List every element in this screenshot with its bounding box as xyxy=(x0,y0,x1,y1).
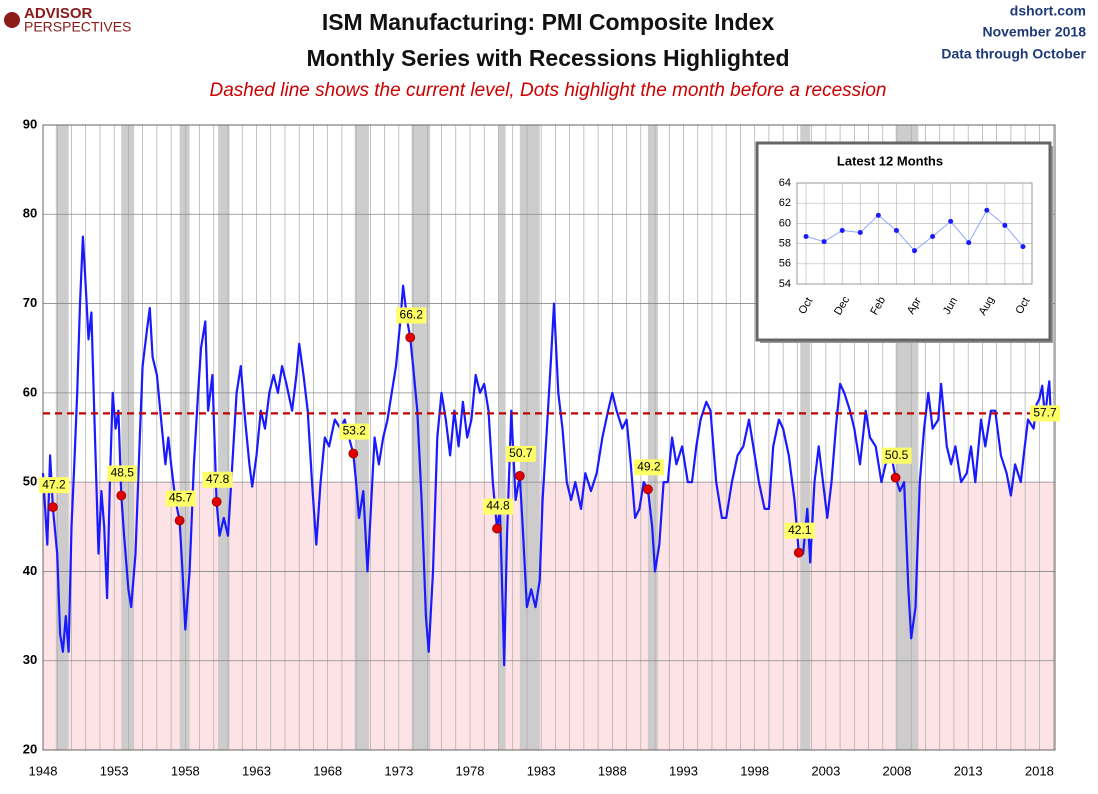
y-tick-label: 70 xyxy=(23,295,37,310)
value-label: 50.7 xyxy=(509,446,533,460)
inset-point xyxy=(875,212,881,218)
value-label-bg xyxy=(165,490,196,507)
value-label-bg xyxy=(38,477,69,494)
source: Data through October xyxy=(941,46,1086,62)
y-tick-label: 64 xyxy=(779,177,791,189)
x-tick-label: 1953 xyxy=(100,763,129,778)
inset-point xyxy=(821,239,827,245)
value-label-bg xyxy=(505,445,536,462)
recession-dot xyxy=(405,332,416,343)
recession-band xyxy=(647,125,658,750)
recession-dot xyxy=(174,515,185,526)
value-label: 47.8 xyxy=(206,472,230,486)
value-label-bg xyxy=(784,522,815,539)
value-label-bg xyxy=(1030,405,1060,422)
x-tick-label: 1993 xyxy=(669,763,698,778)
value-label: 42.1 xyxy=(788,523,812,537)
x-tick-label: 1958 xyxy=(171,763,200,778)
value-label-bg xyxy=(396,307,427,324)
inset-point xyxy=(966,240,972,246)
recession-band xyxy=(121,125,135,750)
value-label-bg xyxy=(107,465,138,482)
recession-dot xyxy=(211,496,222,507)
recession-band xyxy=(179,125,190,750)
x-tick-label: 1978 xyxy=(456,763,485,778)
inset-plot-border xyxy=(796,182,1033,285)
x-tick-label: 1983 xyxy=(527,763,556,778)
chart-title: ISM Manufacturing: PMI Composite Index xyxy=(322,9,775,35)
recession-band xyxy=(55,125,69,750)
y-tick-label: 60 xyxy=(779,217,791,229)
value-label: 44.8 xyxy=(486,499,510,513)
inset-title: Latest 12 Months xyxy=(837,153,943,168)
value-label: 47.2 xyxy=(42,477,66,491)
recession-dot xyxy=(890,472,901,483)
inset-point xyxy=(803,234,809,240)
inset-point xyxy=(930,234,936,240)
recession-band xyxy=(218,125,230,750)
value-label: 45.7 xyxy=(169,491,193,505)
inset-point xyxy=(839,227,845,233)
x-tick-label: 1968 xyxy=(313,763,342,778)
x-tick-label: 1988 xyxy=(598,763,627,778)
y-tick-label: 90 xyxy=(23,116,37,131)
y-tick-label: 54 xyxy=(779,278,791,290)
plot-border xyxy=(42,124,1056,751)
value-label: 49.2 xyxy=(637,459,661,473)
recession-band xyxy=(498,125,506,750)
y-tick-label: 50 xyxy=(23,474,37,489)
source: dshort.com xyxy=(1010,3,1086,19)
value-label-bg xyxy=(202,471,233,488)
current-level-label: 57.7 xyxy=(1033,406,1057,420)
inset-point xyxy=(1002,222,1008,228)
value-label: 48.5 xyxy=(111,466,135,480)
y-tick-label: 30 xyxy=(23,652,37,667)
recession-dot xyxy=(793,547,804,558)
logo-icon xyxy=(4,12,20,28)
contraction-zone xyxy=(43,482,1055,750)
x-tick-label: 1973 xyxy=(384,763,413,778)
recession-dot xyxy=(48,502,58,513)
recession-dot xyxy=(116,490,127,501)
x-tick-label: 2008 xyxy=(883,763,912,778)
y-tick-label: 56 xyxy=(779,258,791,270)
y-tick-label: 40 xyxy=(23,563,37,578)
x-tick-label: 2013 xyxy=(954,763,983,778)
x-tick-label: 1948 xyxy=(29,763,58,778)
logo: ADVISOR xyxy=(24,5,93,22)
recession-band xyxy=(800,125,811,750)
inset-point xyxy=(948,218,954,224)
x-tick-label: 2003 xyxy=(811,763,840,778)
value-label-bg xyxy=(483,498,514,515)
y-tick-label: 60 xyxy=(23,384,37,399)
value-label: 50.5 xyxy=(885,448,909,462)
value-label-bg xyxy=(633,459,664,476)
recession-dot xyxy=(514,470,525,481)
value-label-bg xyxy=(339,423,370,440)
value-label: 66.2 xyxy=(400,308,424,322)
y-tick-label: 62 xyxy=(779,197,791,209)
recession-dot xyxy=(643,484,653,495)
x-tick-label: 1998 xyxy=(740,763,769,778)
source: November 2018 xyxy=(982,24,1086,40)
logo: PERSPECTIVES xyxy=(24,19,131,35)
recession-band xyxy=(519,125,540,750)
chart-subtitle: Monthly Series with Recessions Highlight… xyxy=(306,45,789,71)
recession-dot xyxy=(348,448,359,459)
x-tick-label: 2018 xyxy=(1025,763,1054,778)
value-label-bg xyxy=(881,447,912,464)
inset-point xyxy=(984,207,990,213)
value-label: 53.2 xyxy=(343,424,367,438)
inset-point xyxy=(893,227,899,233)
x-tick-label: 1963 xyxy=(242,763,271,778)
y-tick-label: 58 xyxy=(779,238,791,250)
y-tick-label: 80 xyxy=(23,206,37,221)
recession-dot xyxy=(492,523,502,534)
inset-point xyxy=(857,229,863,235)
inset-point xyxy=(1020,244,1026,250)
y-tick-label: 20 xyxy=(23,741,37,756)
inset-point xyxy=(912,248,917,254)
annotation: Dashed line shows the current level, Dot… xyxy=(210,80,887,101)
